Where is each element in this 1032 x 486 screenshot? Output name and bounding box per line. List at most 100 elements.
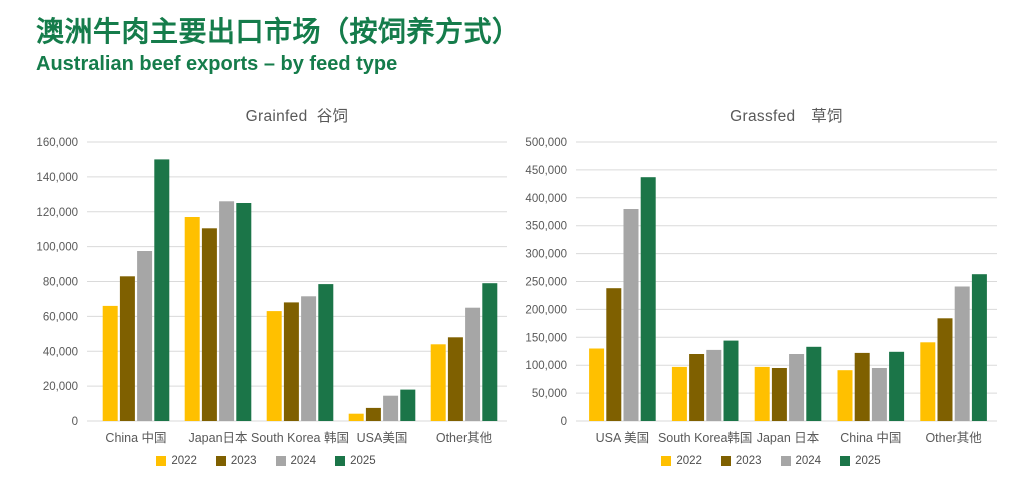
legend-label-2022: 2022 xyxy=(171,455,197,467)
y-tick-label: 40,000 xyxy=(43,346,78,358)
legend-label-2025: 2025 xyxy=(350,455,376,467)
grassfed-chart-panel: Grassfed 草饲 0 50,000 100,000 150,000 200,000… xyxy=(525,100,1025,482)
grassfed-bar-chart: 0 50,000 100,000 150,000 200,000 250,000 300,0… xyxy=(525,137,997,445)
legend-item-2024: 2024 xyxy=(780,455,822,467)
y-tick-label: 20,000 xyxy=(43,381,78,393)
bar-2022 xyxy=(754,366,770,421)
bar-2022 xyxy=(837,370,853,421)
bar-2022 xyxy=(430,344,446,421)
legend-swatch-2024 xyxy=(780,456,791,466)
x-category-label: Other其他 xyxy=(436,431,493,445)
bar-2023 xyxy=(937,318,953,421)
x-category-label: USA美国 xyxy=(357,431,408,445)
bar-2022 xyxy=(671,366,687,421)
bar-2022 xyxy=(589,348,605,421)
legend-label-2025: 2025 xyxy=(855,455,881,467)
bar-2025 xyxy=(806,346,822,421)
grassfed-chart-title: Grassfed 草饲 xyxy=(730,108,843,125)
grainfed-bar-chart: 0 20,000 40,000 60,000 80,000 100,000 120,000 1… xyxy=(36,137,507,445)
bar-2024 xyxy=(954,286,970,421)
bar-2025 xyxy=(318,284,334,421)
y-tick-label: 350,000 xyxy=(525,221,567,233)
bar-2025 xyxy=(154,159,170,421)
legend-label-2022: 2022 xyxy=(676,455,702,467)
bar-2023 xyxy=(854,352,870,421)
bar-2024 xyxy=(465,307,481,421)
y-tick-label: 400,000 xyxy=(525,193,567,205)
report-header: 澳洲牛肉主要出口市场（按饲养方式） Australian beef export… xyxy=(36,14,521,76)
bar-2023 xyxy=(365,407,381,421)
bar-2023 xyxy=(689,354,705,421)
y-tick-label: 150,000 xyxy=(525,332,567,344)
bar-2022 xyxy=(184,217,200,421)
legend-swatch-2022 xyxy=(156,456,167,466)
grassfed-legend: 2022 2023 2024 2025 xyxy=(525,455,1017,467)
bar-2024 xyxy=(301,296,317,421)
bar-2024 xyxy=(137,251,153,421)
bar-2022 xyxy=(920,342,936,421)
y-tick-label: 0 xyxy=(72,416,78,428)
y-tick-label: 50,000 xyxy=(532,388,567,400)
bar-2023 xyxy=(447,337,463,421)
bar-2023 xyxy=(119,276,135,421)
bar-2025 xyxy=(971,274,987,421)
bar-2025 xyxy=(236,203,252,421)
y-tick-label: 80,000 xyxy=(43,277,78,289)
y-tick-label: 200,000 xyxy=(525,304,567,316)
y-tick-label: 60,000 xyxy=(43,311,78,323)
x-category-label: South Korea韩国 xyxy=(658,430,753,445)
legend-item-2023: 2023 xyxy=(720,455,762,467)
legend-item-2022: 2022 xyxy=(156,455,197,467)
bar-2024 xyxy=(706,349,722,421)
bar-2023 xyxy=(283,302,299,421)
bar-2025 xyxy=(400,389,416,421)
x-category-label: China 中国 xyxy=(105,430,166,445)
bar-2025 xyxy=(482,283,498,421)
bar-2022 xyxy=(102,305,118,421)
legend-item-2024: 2024 xyxy=(275,455,317,467)
page-title-zh: 澳洲牛肉主要出口市场（按饲养方式） xyxy=(36,16,521,47)
y-tick-label: 120,000 xyxy=(36,207,78,219)
grainfed-legend: 2022 2023 2024 2025 xyxy=(20,455,512,467)
y-tick-label: 0 xyxy=(561,416,567,428)
legend-swatch-2023 xyxy=(720,456,731,466)
legend-item-2025: 2025 xyxy=(335,455,376,467)
y-tick-label: 100,000 xyxy=(36,242,78,254)
legend-item-2022: 2022 xyxy=(661,455,702,467)
legend-swatch-2024 xyxy=(275,456,286,466)
x-category-label: Japan日本 xyxy=(188,431,248,445)
y-tick-label: 500,000 xyxy=(525,137,567,149)
legend-label-2023: 2023 xyxy=(230,455,257,467)
grainfed-chart-panel: Grainfed 谷饲 0 20,000 40,000 60,000 80,000 100… xyxy=(20,100,520,482)
legend-label-2024: 2024 xyxy=(290,455,317,467)
bar-2025 xyxy=(889,351,905,421)
grainfed-chart-title: Grainfed 谷饲 xyxy=(245,108,349,125)
legend-item-2023: 2023 xyxy=(215,455,257,467)
bar-2023 xyxy=(201,228,217,421)
y-tick-label: 250,000 xyxy=(525,277,567,289)
y-tick-label: 450,000 xyxy=(525,165,567,177)
y-tick-label: 160,000 xyxy=(36,137,78,149)
bar-2024 xyxy=(789,354,805,421)
bar-2024 xyxy=(219,201,235,421)
legend-swatch-2022 xyxy=(661,456,672,466)
legend-label-2023: 2023 xyxy=(735,455,762,467)
x-category-label: Other其他 xyxy=(925,431,982,445)
y-tick-label: 300,000 xyxy=(525,249,567,261)
bar-2023 xyxy=(771,368,787,421)
x-category-label: South Korea 韩国 xyxy=(251,430,349,445)
bar-2024 xyxy=(623,209,639,421)
bar-2022 xyxy=(348,413,364,421)
legend-swatch-2025 xyxy=(840,456,851,466)
legend-label-2024: 2024 xyxy=(795,455,822,467)
x-category-label: Japan 日本 xyxy=(757,431,820,445)
bar-2025 xyxy=(640,177,656,421)
bar-2023 xyxy=(606,288,622,421)
bar-2024 xyxy=(383,395,399,421)
legend-swatch-2025 xyxy=(335,456,346,466)
x-category-label: USA 美国 xyxy=(596,431,650,445)
page-title-en: Australian beef exports – by feed type xyxy=(36,53,398,75)
bar-2022 xyxy=(266,311,282,421)
bar-2024 xyxy=(871,368,887,421)
